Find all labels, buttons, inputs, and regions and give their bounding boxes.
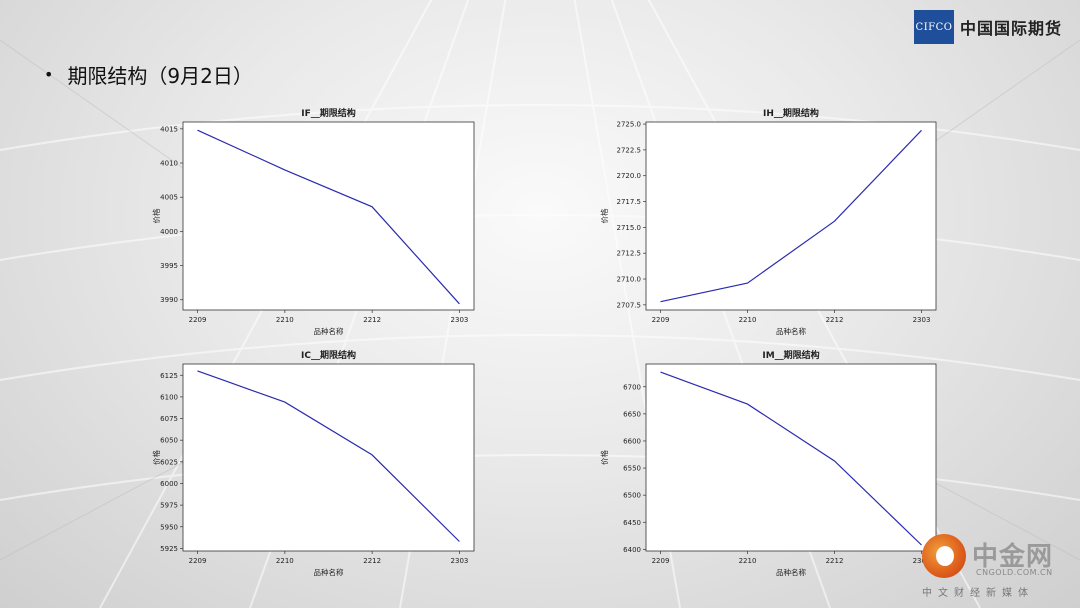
y-axis-label: 价格 bbox=[599, 208, 609, 223]
chart-ic-term-structure: IC__期限结构 5925 5950 5975 6000 6025 6050 6075 6100… bbox=[151, 349, 475, 577]
chart-title: IH__期限结构 bbox=[763, 107, 819, 119]
series-line bbox=[197, 129, 460, 305]
x-tick-label: 2303 bbox=[451, 316, 469, 324]
x-tick-label: 2210 bbox=[739, 557, 757, 565]
y-axis-label: 价格 bbox=[151, 450, 161, 465]
y-axis-label: 价格 bbox=[151, 208, 161, 223]
watermark-tagline: 中文财经新媒体 bbox=[922, 588, 1034, 599]
cngold-logo-icon bbox=[922, 534, 966, 578]
chart-if-term-structure: IF__期限结构 3990 3995 4000 4005 4010 4015 2209 2210… bbox=[151, 107, 475, 336]
series-line bbox=[660, 371, 922, 546]
x-tick-label: 2212 bbox=[826, 316, 844, 324]
cngold-watermark: 中金网 CNGOLD.COM.CN 中文财经新媒体 bbox=[918, 532, 1068, 602]
y-tick-label: 2722.5 bbox=[617, 146, 642, 154]
x-tick-label: 2212 bbox=[363, 557, 381, 565]
x-tick-label: 2209 bbox=[189, 557, 207, 565]
y-tick-label: 2717.5 bbox=[617, 198, 642, 206]
chart-title: IC__期限结构 bbox=[301, 349, 356, 361]
watermark-domain: CNGOLD.COM.CN bbox=[976, 568, 1053, 577]
series-line bbox=[197, 370, 460, 542]
chart-title: IF__期限结构 bbox=[301, 107, 356, 119]
plot-area bbox=[182, 363, 475, 552]
y-tick-label: 6500 bbox=[623, 492, 641, 500]
x-axis-label: 品种名称 bbox=[776, 567, 806, 577]
y-tick-label: 3995 bbox=[160, 262, 178, 270]
x-tick-label: 2210 bbox=[739, 316, 757, 324]
plot-area bbox=[182, 121, 475, 311]
x-tick-label: 2209 bbox=[652, 557, 670, 565]
x-tick-label: 2303 bbox=[451, 557, 469, 565]
y-tick-label: 5950 bbox=[160, 523, 178, 531]
y-tick-label: 6550 bbox=[623, 465, 641, 473]
x-axis-label: 品种名称 bbox=[776, 326, 806, 336]
y-tick-label: 6450 bbox=[623, 519, 641, 527]
y-tick-label: 6400 bbox=[623, 546, 641, 554]
logo-mark: CIFCO bbox=[914, 10, 954, 44]
y-tick-label: 6025 bbox=[160, 458, 178, 466]
plot-area bbox=[645, 121, 937, 311]
x-tick-label: 2210 bbox=[276, 557, 294, 565]
y-tick-label: 6100 bbox=[160, 393, 178, 401]
x-tick-label: 2209 bbox=[189, 316, 207, 324]
slide-title-text: 期限结构（9月2日） bbox=[67, 64, 253, 88]
y-tick-label: 4010 bbox=[160, 160, 178, 168]
y-tick-label: 6075 bbox=[160, 415, 178, 423]
y-tick-label: 2710.0 bbox=[617, 276, 642, 284]
y-tick-label: 6000 bbox=[160, 480, 178, 488]
y-tick-label: 5975 bbox=[160, 502, 178, 510]
series-line bbox=[660, 129, 922, 303]
y-tick-label: 4000 bbox=[160, 228, 178, 236]
y-tick-label: 3990 bbox=[160, 296, 178, 304]
y-tick-label: 2720.0 bbox=[617, 172, 642, 180]
y-tick-label: 5925 bbox=[160, 545, 178, 553]
x-tick-label: 2303 bbox=[913, 316, 931, 324]
y-axis-label: 价格 bbox=[599, 450, 609, 465]
y-tick-label: 6125 bbox=[160, 372, 178, 380]
x-tick-label: 2212 bbox=[363, 316, 381, 324]
x-tick-label: 2303 bbox=[913, 557, 931, 565]
logo-name: 中国国际期货 bbox=[960, 19, 1063, 38]
bullet-point: • bbox=[44, 65, 54, 84]
chart-ih-term-structure: IH__期限结构 2707.5 2710.0 2712.5 2715.0 2717.5 27… bbox=[599, 107, 937, 336]
x-axis-label: 品种名称 bbox=[314, 567, 344, 577]
y-tick-label: 2712.5 bbox=[617, 250, 642, 258]
x-axis-label: 品种名称 bbox=[314, 326, 344, 336]
chart-title: IM__期限结构 bbox=[762, 349, 819, 361]
y-tick-label: 2707.5 bbox=[617, 301, 642, 309]
y-tick-label: 2725.0 bbox=[617, 121, 642, 129]
chart-im-term-structure: IM__期限结构 6400 6450 6500 6550 6600 6650 6700 2209… bbox=[599, 349, 937, 577]
y-tick-label: 6700 bbox=[623, 383, 641, 391]
y-tick-label: 4015 bbox=[160, 125, 178, 133]
company-logo: CIFCO 中国国际期货 bbox=[914, 10, 1062, 44]
y-tick-label: 6650 bbox=[623, 410, 641, 418]
y-tick-label: 6600 bbox=[623, 437, 641, 445]
y-tick-label: 4005 bbox=[160, 194, 178, 202]
y-tick-label: 2715.0 bbox=[617, 224, 642, 232]
y-tick-label: 6050 bbox=[160, 437, 178, 445]
x-tick-label: 2212 bbox=[826, 557, 844, 565]
plot-area bbox=[645, 363, 937, 552]
x-tick-label: 2210 bbox=[276, 316, 294, 324]
x-tick-label: 2209 bbox=[652, 316, 670, 324]
slide-title: • 期限结构（9月2日） bbox=[44, 60, 253, 89]
watermark-name: 中金网 bbox=[972, 542, 1054, 572]
